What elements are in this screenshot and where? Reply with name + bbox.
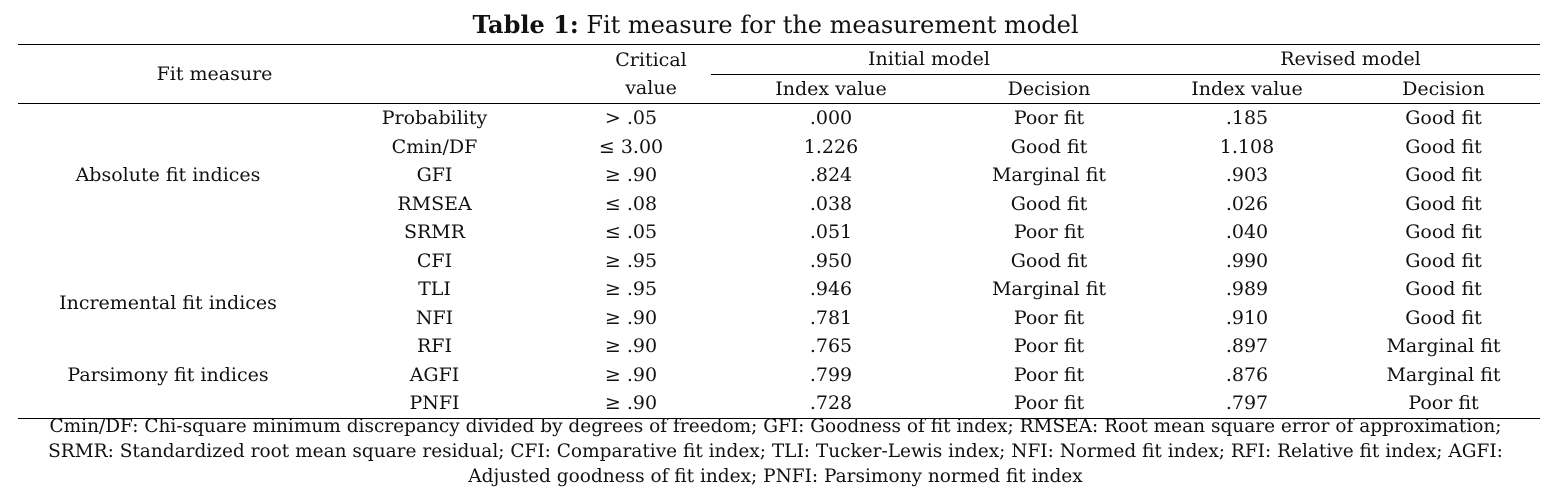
initial-decision: Poor fit: [1013, 306, 1085, 329]
critical-value: ≤ .08: [604, 192, 658, 215]
table-title-label: Table 1:: [472, 10, 579, 39]
fit-measure-name: Probability: [381, 107, 488, 129]
revised-index-value: .040: [1225, 221, 1269, 243]
initial-index-value: .765: [809, 335, 853, 357]
fit-measure-name: NFI: [415, 306, 454, 329]
fit-measure-name: RMSEA: [397, 192, 472, 215]
fit-measure-table: Fit measure Critical value Initial model…: [18, 44, 1540, 419]
revised-decision: Good fit: [1405, 249, 1482, 272]
header-initial-model: Initial model: [711, 44, 1147, 75]
revised-index-value: .026: [1225, 192, 1269, 215]
table-row: SRMR ≤ .05 .051 Poor fit .040 Good fit: [18, 218, 1540, 247]
table-row: PNFI ≥ .90 .728 Poor fit .797 Poor fit: [18, 389, 1540, 418]
header-initial-index-value: Index value: [775, 77, 887, 100]
revised-decision: Marginal fit: [1386, 363, 1501, 386]
initial-index-value: .950: [809, 249, 853, 272]
critical-value: ≤ 3.00: [598, 135, 664, 158]
revised-index-value: .876: [1225, 363, 1269, 386]
critical-value: ≥ .90: [604, 335, 658, 357]
header-revised-index-value: Index value: [1191, 77, 1303, 100]
table-title: Table 1: Fit measure for the measurement…: [0, 10, 1551, 40]
revised-index-value: .903: [1225, 164, 1269, 186]
initial-decision: Good fit: [1010, 192, 1088, 215]
initial-index-value: .781: [809, 306, 853, 329]
initial-decision: Poor fit: [1013, 335, 1085, 357]
initial-index-value: .000: [809, 107, 853, 129]
initial-index-value: .728: [809, 392, 853, 414]
table-row: RFI ≥ .90 .765 Poor fit .897 Marginal fi…: [18, 332, 1540, 361]
table-row: Cmin/DF ≤ 3.00 1.226 Good fit 1.108 Good…: [18, 133, 1540, 162]
group-label: Parsimony fit indices: [18, 360, 318, 419]
initial-decision: Marginal fit: [991, 164, 1107, 186]
table-title-text: Fit measure for the measurement model: [578, 11, 1079, 39]
initial-index-value: .946: [809, 278, 853, 300]
fit-measure-name: AGFI: [409, 363, 460, 386]
revised-index-value: 1.108: [1219, 135, 1275, 158]
critical-value: ≥ .95: [604, 249, 658, 272]
initial-decision: Poor fit: [1013, 221, 1085, 243]
table-row: GFI ≥ .90 .824 Marginal fit .903 Good fi…: [18, 161, 1540, 190]
fit-measure-name: SRMR: [403, 221, 466, 243]
fit-measure-name: TLI: [418, 278, 451, 300]
fit-measure-name: CFI: [416, 249, 453, 272]
initial-decision: Good fit: [1010, 249, 1088, 272]
initial-decision: Marginal fit: [991, 278, 1107, 300]
table-row: TLI ≥ .95 .946 Marginal fit .989 Good fi…: [18, 275, 1540, 304]
header-initial-decision: Decision: [1007, 77, 1091, 100]
initial-index-value: .824: [809, 164, 853, 186]
revised-decision: Good fit: [1405, 192, 1482, 215]
revised-index-value: .989: [1225, 278, 1269, 300]
critical-value: ≥ .90: [604, 164, 658, 186]
critical-value: ≥ .90: [604, 306, 658, 329]
initial-decision: Poor fit: [1013, 363, 1085, 386]
revised-decision: Good fit: [1405, 221, 1482, 243]
table-footnote: Cmin/DF: Chi-square minimum discrepancy …: [48, 416, 1503, 487]
critical-value: ≥ .90: [604, 363, 658, 386]
initial-index-value: .051: [809, 221, 853, 243]
revised-index-value: .910: [1225, 306, 1269, 329]
revised-decision: Good fit: [1405, 107, 1482, 129]
table-row: RMSEA ≤ .08 .038 Good fit .026 Good fit: [18, 190, 1540, 219]
revised-decision: Poor fit: [1408, 392, 1479, 414]
table-row: Parsimony fit indices AGFI ≥ .90 .799 Po…: [18, 360, 1540, 419]
critical-value: ≤ .05: [604, 221, 658, 243]
revised-decision: Good fit: [1405, 306, 1482, 329]
table-body: Absolute fit indices Probability > .05 .…: [18, 104, 1540, 419]
revised-index-value: .897: [1225, 335, 1269, 357]
critical-value: ≥ .95: [604, 278, 658, 300]
header-revised-decision: Decision: [1402, 77, 1485, 100]
revised-index-value: .990: [1225, 249, 1269, 272]
fit-measure-name: Cmin/DF: [391, 135, 478, 158]
revised-index-value: .797: [1225, 392, 1269, 414]
header-fit-measure: Fit measure: [18, 44, 551, 104]
revised-index-value: .185: [1225, 107, 1269, 129]
table-row: Absolute fit indices Probability > .05 .…: [18, 104, 1540, 186]
revised-decision: Good fit: [1405, 164, 1482, 186]
critical-value: ≥ .90: [604, 392, 658, 414]
fit-measure-name: PNFI: [409, 392, 460, 414]
critical-value: > .05: [604, 107, 658, 129]
revised-decision: Good fit: [1405, 278, 1482, 300]
fit-measure-name: RFI: [417, 335, 452, 357]
initial-index-value: 1.226: [803, 135, 859, 158]
initial-decision: Good fit: [1010, 135, 1088, 158]
initial-index-value: .038: [809, 192, 853, 215]
revised-decision: Marginal fit: [1386, 335, 1501, 357]
initial-decision: Poor fit: [1013, 392, 1085, 414]
table-row: NFI ≥ .90 .781 Poor fit .910 Good fit: [18, 304, 1540, 333]
group-label: Incremental fit indices: [59, 292, 277, 315]
group-label: Absolute fit indices: [75, 164, 261, 186]
revised-decision: Good fit: [1405, 135, 1482, 158]
header-critical-value: Critical value: [551, 44, 711, 104]
table-row: Incremental fit indices CFI ≥ .95 .950 G…: [18, 247, 1540, 315]
initial-index-value: .799: [809, 363, 853, 386]
initial-decision: Poor fit: [1013, 107, 1085, 129]
header-revised-model: Revised model: [1147, 44, 1540, 75]
fit-measure-name: GFI: [416, 164, 453, 186]
